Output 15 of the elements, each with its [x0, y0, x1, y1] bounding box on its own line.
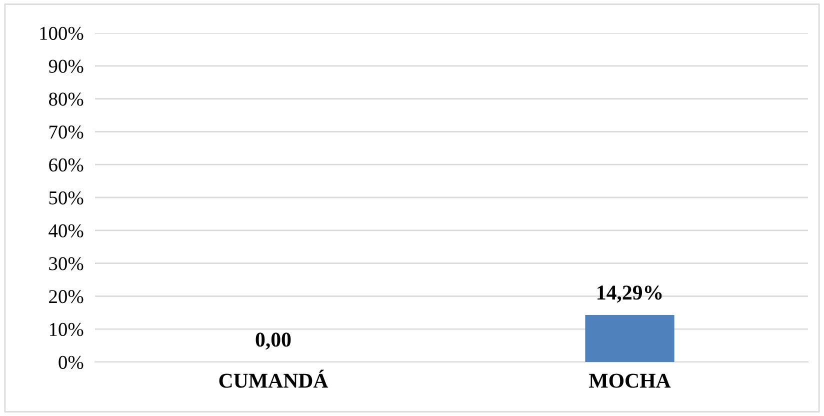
y-tick-label: 90% [48, 60, 84, 73]
y-tick-label: 40% [48, 224, 84, 238]
y-tick-label: 70% [50, 126, 84, 139]
y-tick-label: 60% [49, 158, 84, 172]
y-tick-label: 20% [49, 290, 84, 304]
y-tick-label: 0% [58, 356, 84, 369]
data-label: 14,29% [598, 286, 662, 303]
x-tick-label: CUMANDÁ [219, 370, 328, 388]
y-tick-label: 100% [40, 26, 84, 40]
y-tick-label: 30% [49, 257, 84, 270]
x-tick-label: MOCHA [589, 374, 671, 388]
y-tick-label: 10% [50, 322, 84, 336]
data-label: 0,00 [256, 332, 291, 350]
y-tick-label: 50% [49, 191, 84, 204]
y-tick-label: 80% [48, 92, 84, 106]
